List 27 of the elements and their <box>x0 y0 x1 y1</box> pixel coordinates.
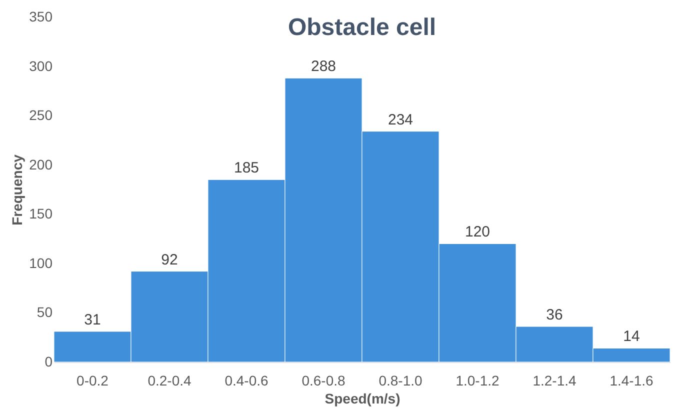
data-label: 14 <box>623 328 640 346</box>
y-tick-label: 300 <box>29 58 53 74</box>
x-tick-label: 0-0.2 <box>76 372 109 388</box>
y-tick-label: 150 <box>29 206 53 222</box>
y-tick-label: 100 <box>29 254 53 271</box>
data-label: 185 <box>234 160 260 177</box>
x-tick-label: 1.4-1.6 <box>610 372 654 388</box>
y-tick-label: 200 <box>29 156 53 172</box>
y-tick-label: 350 <box>29 8 53 24</box>
x-tick-label: 0.4-0.6 <box>224 372 269 388</box>
x-tick-label: 1.2-1.4 <box>532 372 577 388</box>
y-tick-label: 0 <box>44 354 53 370</box>
x-tick-label: 0.6-0.8 <box>302 372 346 388</box>
x-axis-title: Speed(m/s) <box>324 390 400 406</box>
data-label: 120 <box>464 224 490 241</box>
data-label: 288 <box>310 58 336 76</box>
y-axis-title: Frequency <box>9 154 26 226</box>
x-tick-label: 0.2-0.4 <box>148 372 192 388</box>
x-tick-label: 0.8-1.0 <box>378 372 423 388</box>
chart-title: Obstacle cell <box>288 14 436 41</box>
data-label: 36 <box>546 306 563 324</box>
y-tick-label: 50 <box>36 304 53 320</box>
x-tick-label: 1.0-1.2 <box>456 372 500 388</box>
data-label: 92 <box>161 251 178 268</box>
data-label: 31 <box>84 311 101 328</box>
data-label: 234 <box>388 111 414 128</box>
y-tick-label: 250 <box>29 107 53 124</box>
